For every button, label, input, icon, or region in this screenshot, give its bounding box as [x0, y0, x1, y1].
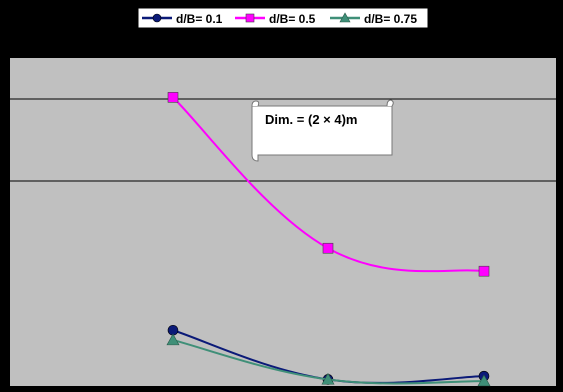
legend-box	[137, 7, 429, 29]
data-point	[321, 372, 335, 385]
legend-label: d/B= 0.1	[176, 12, 223, 26]
data-point	[477, 374, 491, 387]
annotation-text: Dim. = (2 × 4)m	[265, 112, 357, 127]
scroll-curl-right	[386, 99, 394, 107]
legend-item-2: d/B= 0.5	[235, 12, 316, 26]
legend-marker	[245, 13, 255, 23]
legend-label: d/B= 0.75	[364, 12, 417, 26]
annotation-box	[251, 105, 393, 162]
legend-label: d/B= 0.5	[269, 12, 316, 26]
legend-item-3: d/B= 0.75	[330, 12, 417, 26]
legend: d/B= 0.1 d/B= 0.5 d/B= 0.75	[137, 7, 429, 29]
data-point	[166, 333, 180, 346]
legend-marker	[339, 12, 351, 23]
series-layer	[166, 92, 491, 387]
series-3	[166, 333, 491, 387]
legend-item-1: d/B= 0.1	[142, 12, 223, 26]
legend-marker	[152, 13, 162, 23]
annotation-callout: Dim. = (2 × 4)m	[251, 99, 394, 162]
series-2	[167, 92, 490, 277]
data-point	[478, 265, 490, 277]
grid-lines	[10, 98, 556, 182]
data-point	[322, 242, 334, 254]
data-point	[167, 92, 179, 103]
scroll-curl-left	[251, 100, 260, 107]
